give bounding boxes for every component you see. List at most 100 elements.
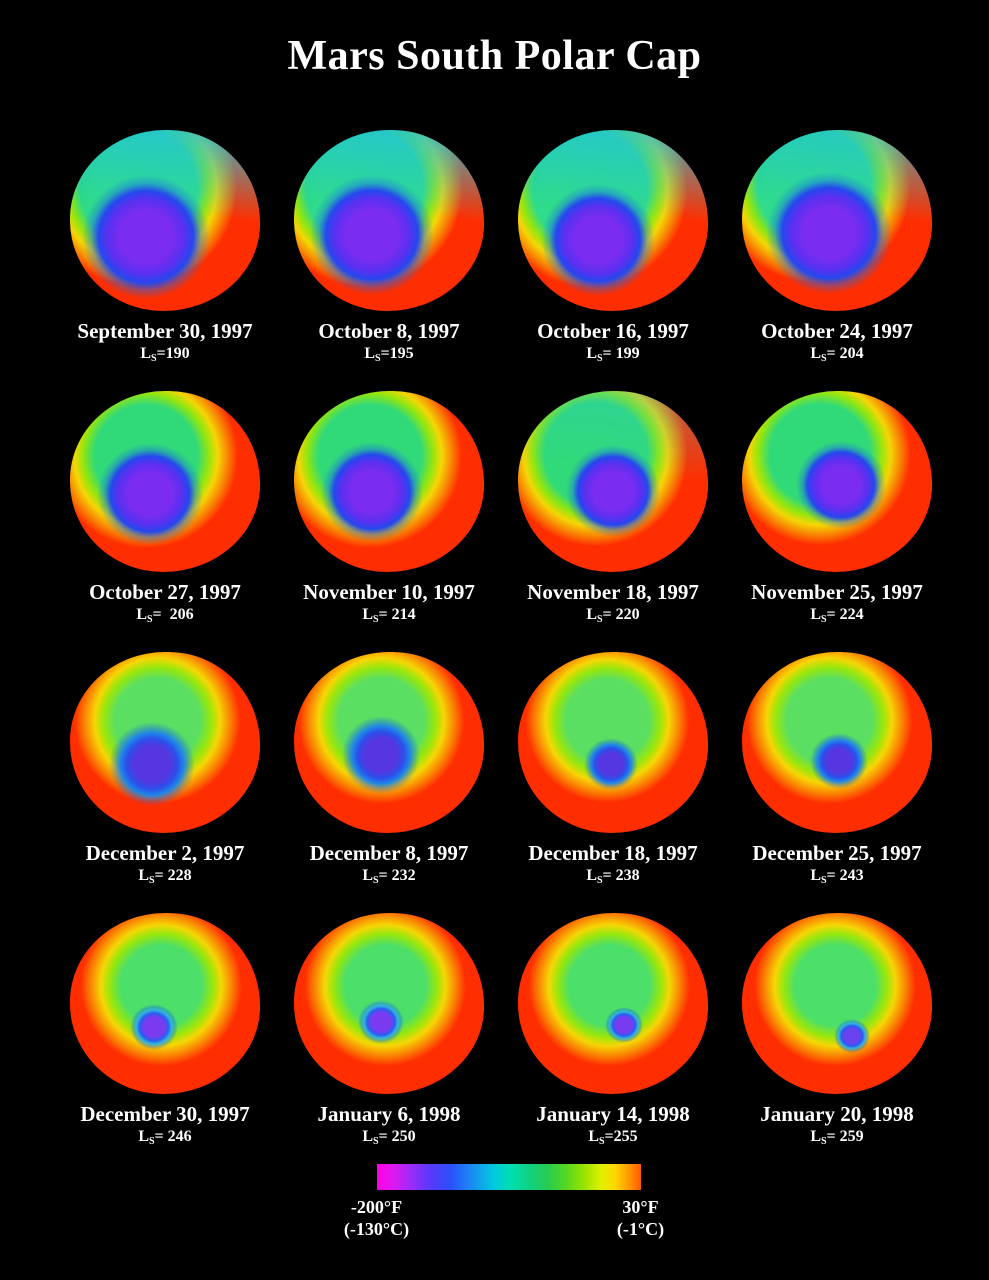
ls-subscript: S	[820, 1136, 827, 1147]
panel-ls-label: LS=195	[277, 343, 501, 370]
ls-value: = 220	[602, 606, 640, 623]
polar-cap-panel: December 2, 1997 LS= 228	[53, 652, 277, 887]
ls-value: = 243	[826, 867, 864, 884]
ls-subscript: S	[596, 353, 603, 364]
polar-cap-thermal-image	[294, 652, 484, 833]
panel-date-label: December 25, 1997	[752, 841, 922, 865]
polar-cap-panel: November 25, 1997 LS= 224	[725, 391, 949, 626]
polar-cap-cold-core	[809, 732, 868, 789]
panel-caption: December 8, 1997 LS= 232	[277, 841, 501, 892]
panel-caption: October 8, 1997 LS=195	[277, 319, 501, 370]
panel-ls-label: LS= 224	[725, 604, 949, 631]
panel-ls-label: LS= 250	[277, 1126, 501, 1153]
ls-value: = 204	[826, 345, 864, 362]
polar-cap-cold-core	[342, 716, 421, 795]
polar-cap-cold-core	[566, 444, 660, 537]
panel-ls-label: LS=255	[501, 1126, 725, 1153]
polar-cap-panel: January 20, 1998 LS= 259	[725, 913, 949, 1148]
ls-subscript: S	[598, 1136, 605, 1147]
ls-subscript: S	[820, 353, 827, 364]
panel-ls-label: LS= 204	[725, 343, 949, 370]
polar-cap-panel: January 14, 1998 LS=255	[501, 913, 725, 1148]
ls-prefix: L	[138, 867, 149, 884]
ls-prefix: L	[136, 606, 147, 623]
ls-value: =190	[156, 345, 190, 362]
polar-cap-panel: December 8, 1997 LS= 232	[277, 652, 501, 887]
polar-cap-cold-core	[834, 1019, 871, 1054]
ls-prefix: L	[362, 606, 373, 623]
polar-cap-thermal-image	[294, 913, 484, 1094]
ls-subscript: S	[372, 1136, 379, 1147]
panel-ls-label: LS= 214	[277, 604, 501, 631]
ls-value: = 214	[378, 606, 416, 623]
ls-prefix: L	[362, 867, 373, 884]
panel-date-label: December 30, 1997	[80, 1102, 250, 1126]
panel-date-label: October 16, 1997	[537, 319, 689, 343]
polar-cap-thermal-image	[518, 913, 708, 1094]
color-scale-inner: -200°F (-130°C) 30°F (-1°C)	[344, 1164, 664, 1239]
panel-caption: October 27, 1997 LS= 206	[53, 580, 277, 631]
panel-caption: December 2, 1997 LS= 228	[53, 841, 277, 892]
panel-ls-label: LS= 220	[501, 604, 725, 631]
polar-cap-panel: December 18, 1997 LS= 238	[501, 652, 725, 887]
panel-date-label: November 10, 1997	[303, 580, 475, 604]
ls-value: =255	[604, 1128, 638, 1145]
ls-subscript: S	[374, 353, 381, 364]
polar-cap-cold-core	[309, 174, 434, 295]
panel-date-label: January 6, 1998	[317, 1102, 461, 1126]
panel-ls-label: LS= 228	[53, 865, 277, 892]
panel-ls-label: LS= 238	[501, 865, 725, 892]
polar-cap-thermal-image	[518, 652, 708, 833]
panel-date-label: December 8, 1997	[309, 841, 469, 865]
ls-prefix: L	[138, 1128, 149, 1145]
polar-cap-cold-core	[358, 999, 405, 1044]
polar-cap-panel: September 30, 1997 LS=190	[53, 130, 277, 365]
ls-prefix: L	[586, 606, 597, 623]
ls-prefix: L	[810, 1128, 821, 1145]
panel-ls-label: LS= 199	[501, 343, 725, 370]
polar-cap-cold-core	[766, 172, 893, 295]
ls-value: = 206	[152, 606, 194, 623]
scale-min-label: -200°F (-130°C)	[344, 1196, 409, 1240]
panel-caption: October 16, 1997 LS= 199	[501, 319, 725, 370]
ls-prefix: L	[586, 867, 597, 884]
scale-max-fahrenheit: 30°F	[622, 1197, 659, 1217]
panel-ls-label: LS= 243	[725, 865, 949, 892]
panel-date-label: October 27, 1997	[89, 580, 241, 604]
ls-prefix: L	[810, 867, 821, 884]
ls-value: = 228	[154, 867, 192, 884]
ls-subscript: S	[148, 1136, 155, 1147]
ls-prefix: L	[588, 1128, 599, 1145]
panel-caption: December 30, 1997 LS= 246	[53, 1102, 277, 1153]
ls-value: = 246	[154, 1128, 192, 1145]
ls-prefix: L	[586, 345, 597, 362]
ls-value: = 224	[826, 606, 864, 623]
panel-ls-label: LS=190	[53, 343, 277, 370]
polar-cap-panel: December 25, 1997 LS= 243	[725, 652, 949, 887]
ls-value: = 232	[378, 867, 416, 884]
polar-cap-thermal-image	[70, 652, 260, 833]
polar-cap-thermal-image	[294, 391, 484, 572]
panel-caption: October 24, 1997 LS= 204	[725, 319, 949, 370]
polar-cap-thermal-image	[742, 391, 932, 572]
polar-cap-thermal-image	[742, 130, 932, 311]
ls-prefix: L	[364, 345, 375, 362]
ls-subscript: S	[146, 614, 153, 625]
ls-subscript: S	[150, 353, 157, 364]
panel-date-label: January 20, 1998	[760, 1102, 914, 1126]
panel-caption: January 14, 1998 LS=255	[501, 1102, 725, 1153]
temperature-colorbar	[376, 1164, 641, 1190]
ls-value: = 199	[602, 345, 640, 362]
panel-date-label: December 18, 1997	[528, 841, 698, 865]
ls-prefix: L	[810, 606, 821, 623]
scale-max-label: 30°F (-1°C)	[617, 1196, 664, 1240]
polar-cap-panel: October 24, 1997 LS= 204	[725, 130, 949, 365]
scale-min-celsius: (-130°C)	[343, 1219, 410, 1239]
panel-caption: November 25, 1997 LS= 224	[725, 580, 949, 631]
polar-cap-cold-core	[129, 1004, 178, 1051]
polar-cap-cold-core	[82, 174, 210, 299]
panel-date-label: November 25, 1997	[751, 580, 923, 604]
polar-cap-panel: October 27, 1997 LS= 206	[53, 391, 277, 626]
panel-date-label: November 18, 1997	[527, 580, 699, 604]
